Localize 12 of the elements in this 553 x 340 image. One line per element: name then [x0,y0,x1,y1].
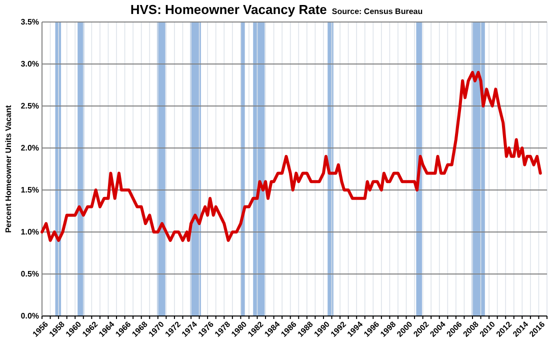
y-tick-label: 0.0% [20,312,39,321]
line-series [40,70,542,242]
y-tick-label: 0.5% [20,270,39,279]
y-tick-label: 3.0% [20,60,39,69]
chart-title: HVS: Homeowner Vacancy Rate [130,2,327,17]
chart-subtitle: Source: Census Bureau [332,7,423,16]
y-tick-label: 2.5% [20,102,39,111]
y-tick-label: 1.0% [20,228,39,237]
y-tick-label: 1.5% [20,186,39,195]
y-tick-label: 2.0% [20,144,39,153]
y-axis-title: Percent Homeowner Units Vacant [4,104,13,233]
y-tick-label: 3.5% [20,18,39,27]
